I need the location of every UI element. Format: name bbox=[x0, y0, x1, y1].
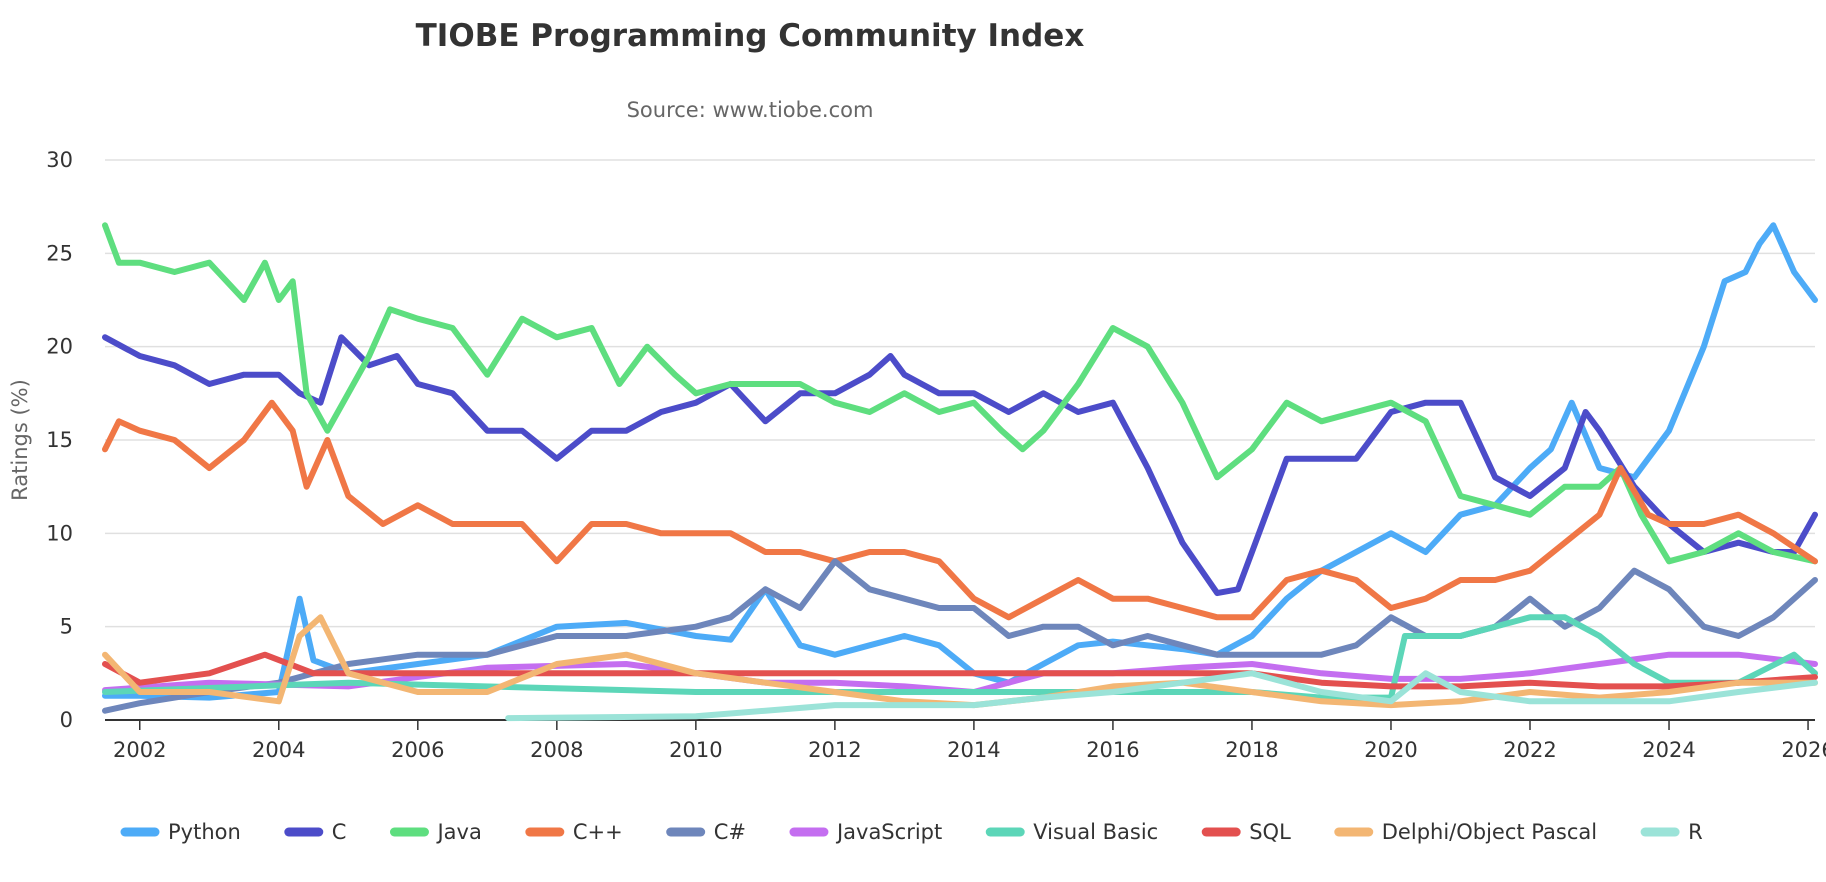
legend-item-java[interactable]: Java bbox=[389, 820, 482, 844]
legend-label: Visual Basic bbox=[1033, 820, 1158, 844]
x-tick-label: 2020 bbox=[1364, 738, 1417, 762]
legend-item-r[interactable]: R bbox=[1640, 820, 1703, 844]
y-tick-label: 25 bbox=[46, 241, 73, 265]
y-tick-label: 5 bbox=[60, 615, 73, 639]
legend-label: JavaScript bbox=[835, 820, 942, 844]
x-tick-label: 2024 bbox=[1642, 738, 1695, 762]
legend-item-visual-basic[interactable]: Visual Basic bbox=[985, 820, 1158, 844]
legend-label: C bbox=[332, 820, 347, 844]
legend-label: C# bbox=[714, 820, 746, 844]
gridlines bbox=[105, 159, 1815, 628]
legend-item-c-[interactable]: C# bbox=[666, 820, 746, 844]
x-tick-label: 2014 bbox=[947, 738, 1000, 762]
x-tick-label: 2004 bbox=[252, 738, 305, 762]
legend-item-delphi-object-pascal[interactable]: Delphi/Object Pascal bbox=[1334, 820, 1597, 844]
series-line-python bbox=[102, 222, 1818, 701]
series-line-java bbox=[102, 222, 1818, 565]
x-tick-label: 2012 bbox=[808, 738, 861, 762]
y-tick-label: 0 bbox=[60, 708, 73, 732]
legend-label: SQL bbox=[1249, 820, 1291, 844]
series-lines bbox=[102, 222, 1818, 722]
y-tick-label: 10 bbox=[46, 521, 73, 545]
legend-item-c-[interactable]: C++ bbox=[525, 820, 623, 844]
legend-label: Python bbox=[168, 820, 241, 844]
y-tick-label: 30 bbox=[46, 148, 73, 172]
y-tick-label: 20 bbox=[46, 335, 73, 359]
x-tick-label: 2008 bbox=[530, 738, 583, 762]
axes: 0 5 10 15 20 25 30 2002 2004 2006 2008 2010 2012 2014… bbox=[46, 148, 1826, 762]
legend-label: R bbox=[1688, 820, 1703, 844]
legend-item-javascript[interactable]: JavaScript bbox=[789, 820, 942, 844]
series-line-r bbox=[505, 670, 1818, 722]
series-line-c- bbox=[102, 399, 1818, 621]
legend: Python C Java C++ C# JavaScript Visual Basic SQ… bbox=[120, 820, 1703, 844]
x-tick-label: 2016 bbox=[1086, 738, 1139, 762]
x-tick-label: 2026 bbox=[1781, 738, 1826, 762]
legend-item-sql[interactable]: SQL bbox=[1201, 820, 1291, 844]
legend-label: Java bbox=[435, 820, 481, 844]
series-line-c bbox=[102, 334, 1818, 597]
legend-label: C++ bbox=[573, 820, 623, 844]
x-tick-label: 2006 bbox=[391, 738, 444, 762]
x-tick-label: 2018 bbox=[1225, 738, 1278, 762]
series-line-visual-basic bbox=[102, 614, 1818, 701]
chart-title: TIOBE Programming Community Index bbox=[415, 18, 1085, 54]
legend-item-c[interactable]: C bbox=[284, 820, 347, 844]
chart-subtitle: Source: www.tiobe.com bbox=[626, 98, 874, 122]
y-axis-title: Ratings (%) bbox=[8, 379, 32, 501]
x-tick-label: 2010 bbox=[669, 738, 722, 762]
y-tick-label: 15 bbox=[46, 428, 73, 452]
legend-label: Delphi/Object Pascal bbox=[1382, 820, 1597, 844]
x-tick-label: 2002 bbox=[113, 738, 166, 762]
legend-item-python[interactable]: Python bbox=[120, 820, 241, 844]
x-tick-label: 2022 bbox=[1503, 738, 1556, 762]
